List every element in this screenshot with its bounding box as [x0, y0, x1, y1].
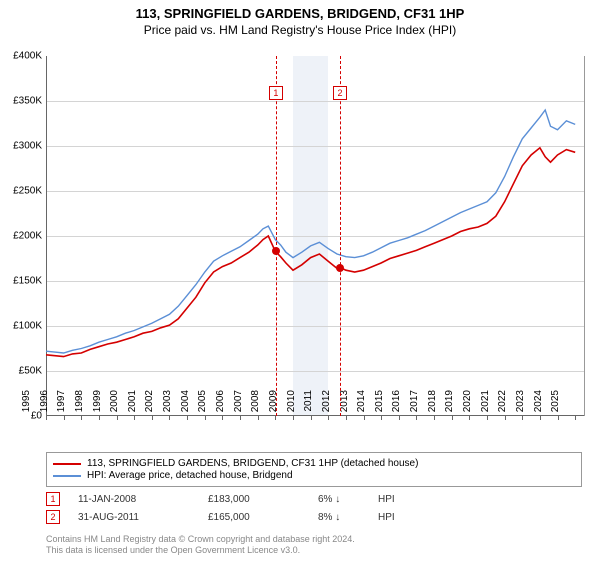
chart-area: £0£50K£100K£150K£200K£250K£300K£350K£400…: [46, 56, 585, 416]
series-red: [46, 148, 575, 357]
sale-marker-box: 1: [269, 86, 283, 100]
sales-row-index: 2: [46, 510, 60, 524]
sale-vline: [276, 56, 277, 416]
sale-marker-box: 2: [333, 86, 347, 100]
y-tick-label: £150K: [13, 276, 42, 287]
legend-swatch: [53, 463, 81, 465]
y-tick-label: £250K: [13, 186, 42, 197]
legend-label: 113, SPRINGFIELD GARDENS, BRIDGEND, CF31…: [87, 458, 418, 469]
y-tick-label: £50K: [19, 366, 42, 377]
sale-dot: [272, 247, 280, 255]
sales-row: 1 11-JAN-2008£183,0006% ↓HPI: [46, 492, 428, 506]
legend-swatch: [53, 475, 81, 477]
sales-row-index: 1: [46, 492, 60, 506]
sales-row-date: 11-JAN-2008: [78, 494, 208, 505]
sales-row-price: £165,000: [208, 512, 318, 523]
x-tick-mark: [575, 416, 576, 420]
legend-row: HPI: Average price, detached house, Brid…: [53, 470, 575, 481]
chart-subtitle: Price paid vs. HM Land Registry's House …: [0, 23, 600, 37]
footer-line1: Contains HM Land Registry data © Crown c…: [46, 534, 355, 545]
sales-row-pct: 8% ↓: [318, 512, 378, 523]
sale-dot: [336, 264, 344, 272]
y-tick-label: £350K: [13, 96, 42, 107]
sales-row-hpi: HPI: [378, 512, 428, 523]
x-tick-label: 1995: [21, 390, 32, 420]
series-blue: [46, 110, 575, 353]
sales-row: 2 31-AUG-2011£165,0008% ↓HPI: [46, 510, 428, 524]
y-tick-label: £200K: [13, 231, 42, 242]
footer-line2: This data is licensed under the Open Gov…: [46, 545, 355, 556]
sales-row-price: £183,000: [208, 494, 318, 505]
sales-row-pct: 6% ↓: [318, 494, 378, 505]
legend-label: HPI: Average price, detached house, Brid…: [87, 470, 293, 481]
y-tick-label: £300K: [13, 141, 42, 152]
sale-vline: [340, 56, 341, 416]
y-tick-label: £100K: [13, 321, 42, 332]
y-tick-label: £400K: [13, 51, 42, 62]
chart-title: 113, SPRINGFIELD GARDENS, BRIDGEND, CF31…: [0, 6, 600, 21]
sales-row-date: 31-AUG-2011: [78, 512, 208, 523]
legend: 113, SPRINGFIELD GARDENS, BRIDGEND, CF31…: [46, 452, 582, 487]
footer-text: Contains HM Land Registry data © Crown c…: [46, 534, 355, 557]
series-svg: [46, 56, 584, 416]
sales-table: 1 11-JAN-2008£183,0006% ↓HPI 2 31-AUG-2011£…: [46, 492, 428, 528]
sales-row-hpi: HPI: [378, 494, 428, 505]
legend-row: 113, SPRINGFIELD GARDENS, BRIDGEND, CF31…: [53, 458, 575, 469]
